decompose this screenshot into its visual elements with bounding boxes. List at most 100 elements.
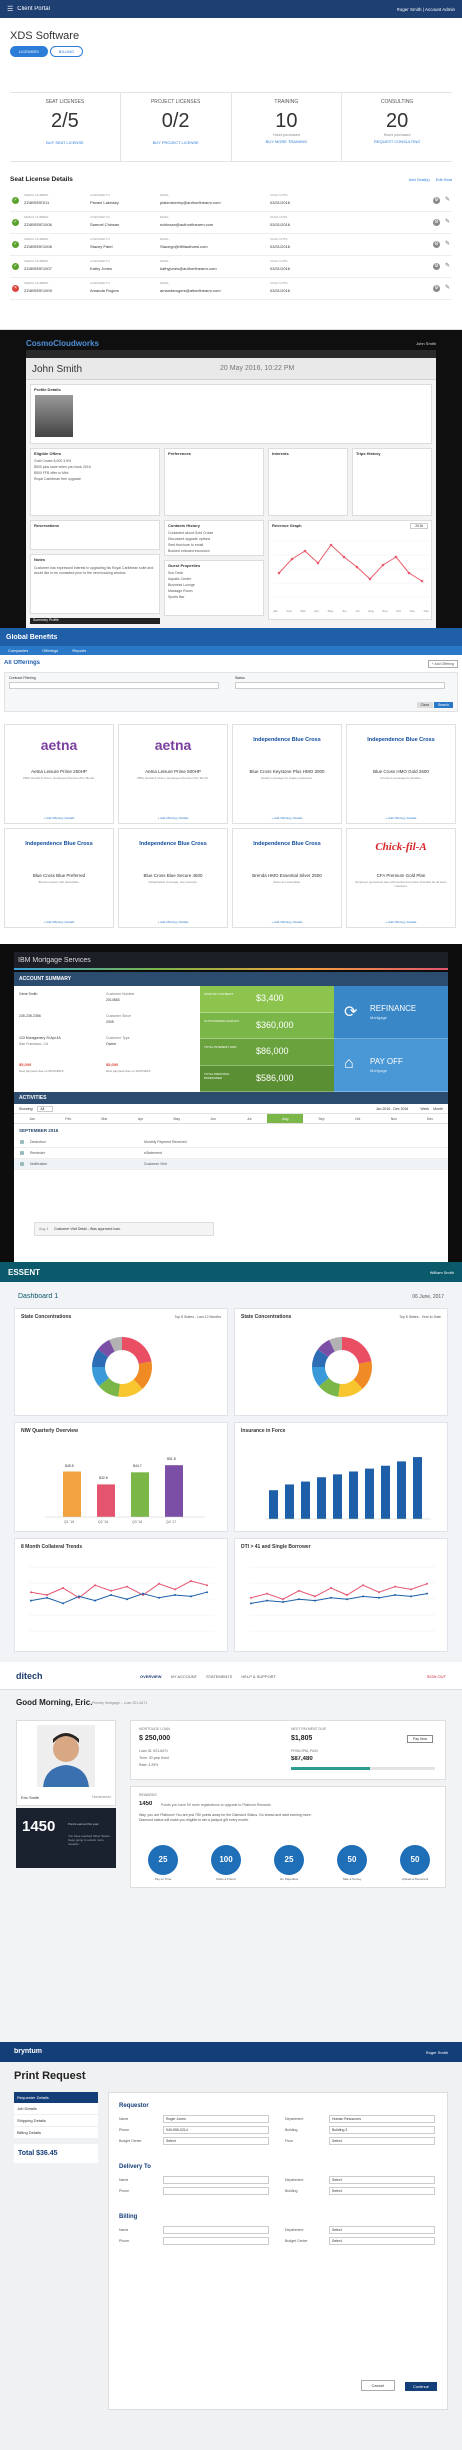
nav-my-account[interactable]: MY ACCOUNT: [170, 1674, 198, 1679]
offering-links[interactable]: + Add Offering | Details: [43, 920, 75, 924]
dashboard-title[interactable]: Dashboard 1: [18, 1293, 59, 1300]
offering-card[interactable]: Independence Blue Cross Blue Cross Keysto…: [232, 724, 342, 824]
month-tab[interactable]: Mar: [101, 1117, 108, 1121]
offering-links[interactable]: + Add Offering | Details: [385, 816, 417, 820]
month-tab[interactable]: Sep: [318, 1117, 325, 1121]
field-input[interactable]: Select: [329, 2137, 435, 2145]
side-billing[interactable]: Billing Details: [14, 2127, 98, 2138]
crm-user[interactable]: John Smith: [415, 340, 436, 346]
menu-icon[interactable]: ☰: [7, 6, 14, 13]
offering-card[interactable]: Independence Blue Cross Blue Cross Blue P…: [4, 828, 114, 928]
edit-icon[interactable]: ✎: [444, 241, 450, 247]
field-input[interactable]: Human Resources: [329, 2115, 435, 2123]
graph-year-select[interactable]: 2016: [410, 523, 428, 529]
field-input[interactable]: 949-555-0214: [163, 2126, 269, 2134]
offering-card[interactable]: Chick-fil-A CFA Premium Gold Plan Employer…: [346, 828, 456, 928]
reward-item[interactable]: 50 Upload a Document: [391, 1845, 439, 1881]
edit-icon[interactable]: ✎: [444, 197, 450, 203]
chart-filter[interactable]: Top 8 States - Year to Date: [399, 1315, 441, 1319]
signout-link[interactable]: SIGN OUT: [426, 1674, 446, 1679]
offering-card[interactable]: Independence Blue Cross Brenda HMO Essent…: [232, 828, 342, 928]
activity-row[interactable]: Deduction Monthly Payment Received: [14, 1137, 448, 1148]
reward-item[interactable]: 50 Take a Survey: [328, 1845, 376, 1881]
side-shipping[interactable]: Shipping Details: [14, 2115, 98, 2127]
field-input[interactable]: Building 3: [329, 2126, 435, 2134]
chart-filter[interactable]: Top 8 States - Last 12 Months: [174, 1315, 222, 1319]
offering-card[interactable]: aetna Aetna Leisure Prime 500HP PBM, Denta…: [118, 724, 228, 824]
offering-card[interactable]: Independence Blue Cross Blue Cross Blue S…: [118, 828, 228, 928]
month-tab[interactable]: Jun: [210, 1117, 216, 1121]
month-tab[interactable]: Jan: [29, 1117, 35, 1121]
offering-links[interactable]: + Add Offering | Details: [157, 920, 189, 924]
contract-select[interactable]: [9, 682, 219, 689]
print-user[interactable]: Roger Smith: [425, 2050, 448, 2055]
essent-user[interactable]: William Smith: [429, 1269, 454, 1275]
offering-links[interactable]: + Add Offering | Details: [271, 920, 303, 924]
payoff-button[interactable]: ⌂ PAY OFF Mortgage: [334, 1039, 448, 1092]
month-tab[interactable]: Oct: [354, 1117, 361, 1121]
offering-links[interactable]: + Add Offering | Details: [385, 920, 417, 924]
request-consulting-link[interactable]: REQUEST CONSULTING: [373, 139, 421, 144]
edit-icon[interactable]: ✎: [444, 263, 450, 269]
buy-training-link[interactable]: BUY MORE TRAINING: [265, 139, 308, 144]
offering-links[interactable]: + Add Offering | Details: [157, 816, 189, 820]
reward-item[interactable]: 25 Go Paperless: [265, 1845, 313, 1881]
month-toggle[interactable]: Month: [433, 1106, 443, 1111]
edit-icon[interactable]: ✎: [444, 285, 450, 291]
field-input[interactable]: Select: [329, 2226, 435, 2234]
edit-seat-link[interactable]: Edit Seat: [435, 177, 452, 182]
field-input[interactable]: [163, 2237, 269, 2245]
field-input[interactable]: Select: [329, 2187, 435, 2195]
edit-icon[interactable]: ✎: [444, 219, 450, 225]
field-input[interactable]: [163, 2187, 269, 2195]
tab-licenses[interactable]: LICENSES: [10, 46, 48, 57]
settings-icon[interactable]: ⚙: [433, 219, 440, 226]
search-button[interactable]: Search: [433, 702, 453, 708]
refinance-button[interactable]: ⟳ REFINANCE Mortgage: [334, 986, 448, 1039]
user-menu[interactable]: Roger Smith | Account Admin: [396, 6, 455, 12]
add-offering-button[interactable]: + Add Offering: [427, 660, 458, 668]
settings-icon[interactable]: ⚙: [433, 241, 440, 248]
cancel-button[interactable]: Cancel: [360, 2380, 395, 2391]
settings-icon[interactable]: ⚙: [433, 197, 440, 204]
clear-button[interactable]: Clear: [416, 702, 433, 708]
week-toggle[interactable]: Week: [420, 1106, 430, 1111]
field-input[interactable]: [163, 2176, 269, 2184]
field-input[interactable]: Select: [329, 2176, 435, 2184]
nav-companies[interactable]: Companies: [8, 648, 29, 653]
tab-billing[interactable]: BILLING: [49, 46, 84, 57]
continue-button[interactable]: Continue: [404, 2382, 437, 2391]
side-job[interactable]: Job Details: [14, 2103, 98, 2115]
pay-now-button[interactable]: Pay Now: [406, 1735, 433, 1743]
buy-seat-link[interactable]: BUY SEAT LICENSE: [46, 140, 84, 145]
month-tab[interactable]: Apr: [137, 1117, 144, 1121]
field-input[interactable]: [163, 2226, 269, 2234]
add-seat-link[interactable]: Add Seat(s): [408, 177, 430, 182]
status-select[interactable]: [235, 682, 445, 689]
show-select[interactable]: All: [37, 1105, 54, 1112]
reward-item[interactable]: 25 Pay on Time: [139, 1845, 187, 1881]
month-tab[interactable]: Jul: [246, 1117, 252, 1121]
month-tab[interactable]: Nov: [390, 1117, 397, 1121]
nav-offerings[interactable]: Offerings: [42, 648, 59, 653]
offering-links[interactable]: + Add Offering | Details: [271, 816, 303, 820]
side-requester[interactable]: Requester Details: [14, 2092, 98, 2103]
buy-project-link[interactable]: BUY PROJECT LICENSE: [152, 140, 199, 145]
reward-item[interactable]: 100 Refer a Friend: [202, 1845, 250, 1881]
nav-overview[interactable]: OVERVIEW: [140, 1674, 162, 1679]
activity-row[interactable]: Reminder eStatement: [14, 1148, 448, 1159]
field-input[interactable]: Select: [329, 2237, 435, 2245]
offering-card[interactable]: Independence Blue Cross Blue Cross HMO Go…: [346, 724, 456, 824]
month-tab[interactable]: Feb: [65, 1117, 72, 1121]
offering-links[interactable]: + Add Offering | Details: [43, 816, 75, 820]
settings-icon[interactable]: ⚙: [433, 263, 440, 270]
month-tab[interactable]: Dec: [426, 1117, 434, 1121]
nav-reports[interactable]: Reports: [72, 648, 87, 653]
field-input[interactable]: Roger Jones: [163, 2115, 269, 2123]
month-tab[interactable]: May: [173, 1117, 181, 1121]
nav-statements[interactable]: STATEMENTS: [206, 1674, 233, 1679]
month-tab[interactable]: Aug: [267, 1114, 304, 1123]
offering-card[interactable]: aetna Aetna Leisure Prime 250HP PBM, Denta…: [4, 724, 114, 824]
field-input[interactable]: Select: [163, 2137, 269, 2145]
activity-row[interactable]: Notification Customer Visit: [14, 1159, 448, 1170]
